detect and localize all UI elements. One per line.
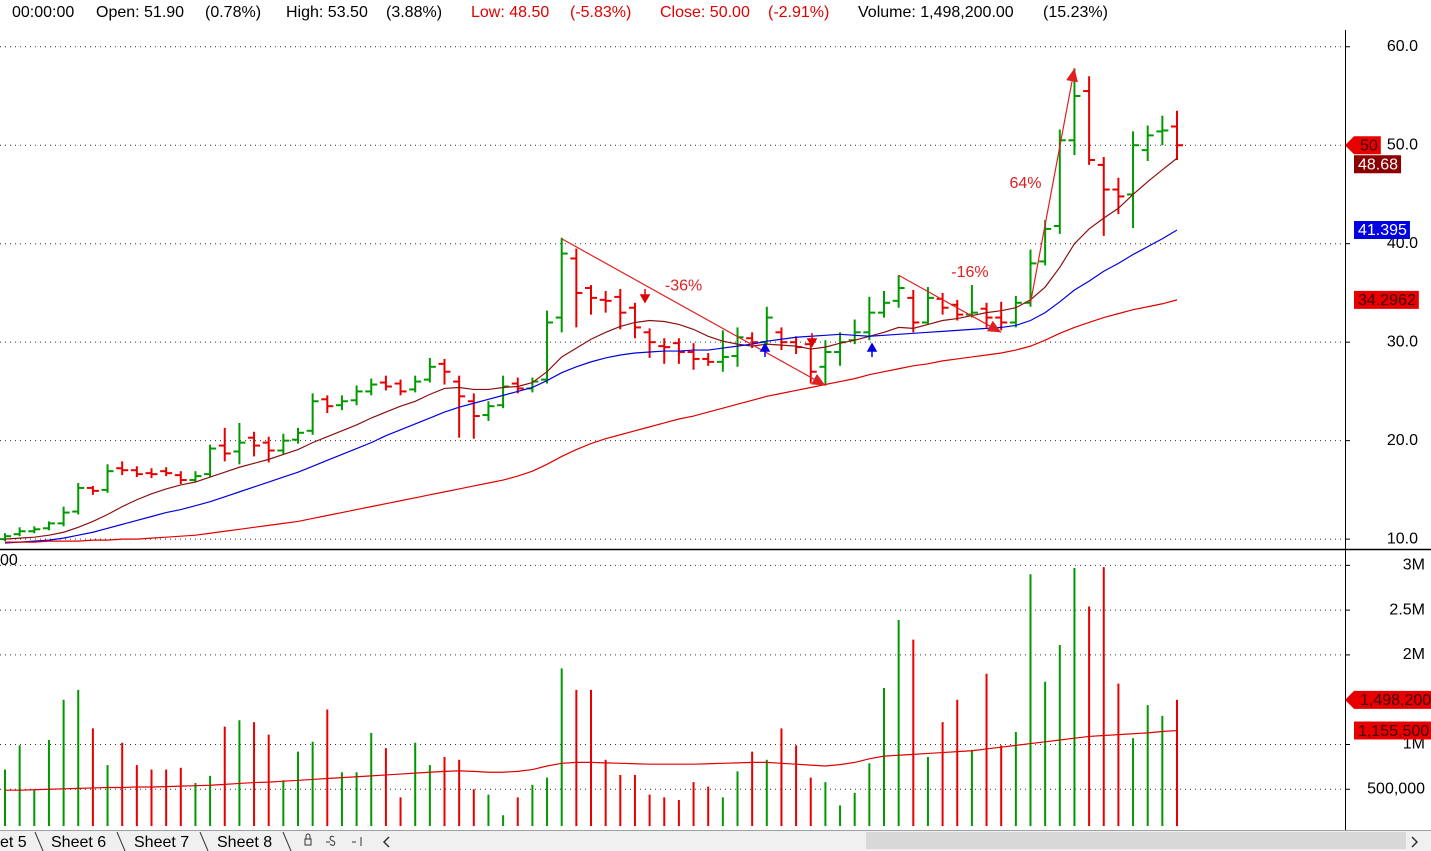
signal-arrows <box>639 289 878 357</box>
value-badge <box>1345 690 1431 709</box>
tab-divider <box>34 831 44 851</box>
scroll-left[interactable] <box>382 836 390 848</box>
header-field: Low: 48.50 <box>471 4 549 21</box>
sheet-tab[interactable]: et 5 <box>0 834 27 851</box>
sync-icon[interactable] <box>326 835 336 846</box>
y-tick-label: 2.5M <box>1389 601 1425 618</box>
scroll-thumb[interactable] <box>866 832 1406 849</box>
sheet-tab[interactable]: Sheet 6 <box>51 834 106 851</box>
y-tick-label: 10.0 <box>1387 530 1418 547</box>
header-field: (3.88%) <box>386 4 442 21</box>
y-tick-label: 3M <box>1403 557 1425 574</box>
header-field: (-2.91%) <box>768 4 829 21</box>
y-tick-label: 20.0 <box>1387 432 1418 449</box>
value-badge <box>1354 721 1431 740</box>
badge-label: 48.68 <box>1358 156 1398 173</box>
y-tick-label: 60.0 <box>1387 38 1418 55</box>
header-field: (0.78%) <box>205 4 261 21</box>
badge-label: 34.2962 <box>1358 292 1416 309</box>
y-tick-label: 30.0 <box>1387 333 1418 350</box>
header-field: (15.23%) <box>1043 4 1108 21</box>
trend-line <box>898 274 1002 333</box>
badge-label: 1,498,200 <box>1360 692 1431 709</box>
y-tick-label: 500,000 <box>1367 780 1425 797</box>
trend-line <box>561 238 826 387</box>
value-badge <box>1345 136 1381 155</box>
link-icon[interactable] <box>352 837 362 846</box>
buy-signal <box>759 342 771 357</box>
price-plot: -36% -16% 64% <box>0 46 1345 544</box>
trend-label: -16% <box>951 264 988 281</box>
value-badge <box>1354 155 1402 174</box>
trend-arrowhead <box>811 373 826 386</box>
tab-divider <box>282 831 292 851</box>
volume-panel-label: 00 <box>0 552 18 569</box>
y-tick-label: 1M <box>1403 736 1425 753</box>
badge-label: 41.395 <box>1358 222 1407 239</box>
sheet-tab-bar: et 5 Sheet 6 Sheet 7 Sheet 8 <box>0 830 1431 851</box>
header-field: High: 53.50 <box>286 4 368 21</box>
tab-divider <box>116 831 126 851</box>
volume-plot <box>0 564 1345 826</box>
sheet-tab[interactable]: Sheet 8 <box>217 834 272 851</box>
badge-label: 50 <box>1360 137 1378 154</box>
sell-signal <box>806 333 818 348</box>
badge-label: 1,155,500 <box>1358 723 1429 740</box>
trend-line <box>1029 68 1076 303</box>
buy-signal <box>866 342 878 357</box>
scroll-right[interactable] <box>1411 836 1419 848</box>
trend-arrowhead <box>1066 68 1078 83</box>
header-field: Volume: 1,498,200.00 <box>858 4 1014 21</box>
value-badge <box>1354 220 1410 239</box>
moving-average <box>5 299 1178 543</box>
moving-average <box>4 157 1178 540</box>
sheet-tab[interactable]: Sheet 7 <box>134 834 189 851</box>
trend-label: -36% <box>665 277 702 294</box>
header: 00:00:00 Open: 51.90 (0.78%) High: 53.50 (3.… <box>12 4 1108 21</box>
header-field: 00:00:00 <box>12 4 74 21</box>
y-tick-label: 40.0 <box>1387 235 1418 252</box>
header-field: Open: 51.90 <box>96 4 184 21</box>
header-field: (-5.83%) <box>570 4 631 21</box>
header-field: Close: 50.00 <box>660 4 750 21</box>
moving-average <box>4 229 1178 544</box>
moving-average <box>5 729 1178 791</box>
tab-divider <box>199 831 209 851</box>
value-badge <box>1354 290 1419 309</box>
sell-signal <box>639 289 651 304</box>
trend-arrowhead <box>986 320 1002 333</box>
y-tick-label: 50.0 <box>1387 136 1418 153</box>
trend-label: 64% <box>1009 175 1041 192</box>
lock-icon[interactable] <box>304 833 312 846</box>
y-tick-label: 2M <box>1403 646 1425 663</box>
